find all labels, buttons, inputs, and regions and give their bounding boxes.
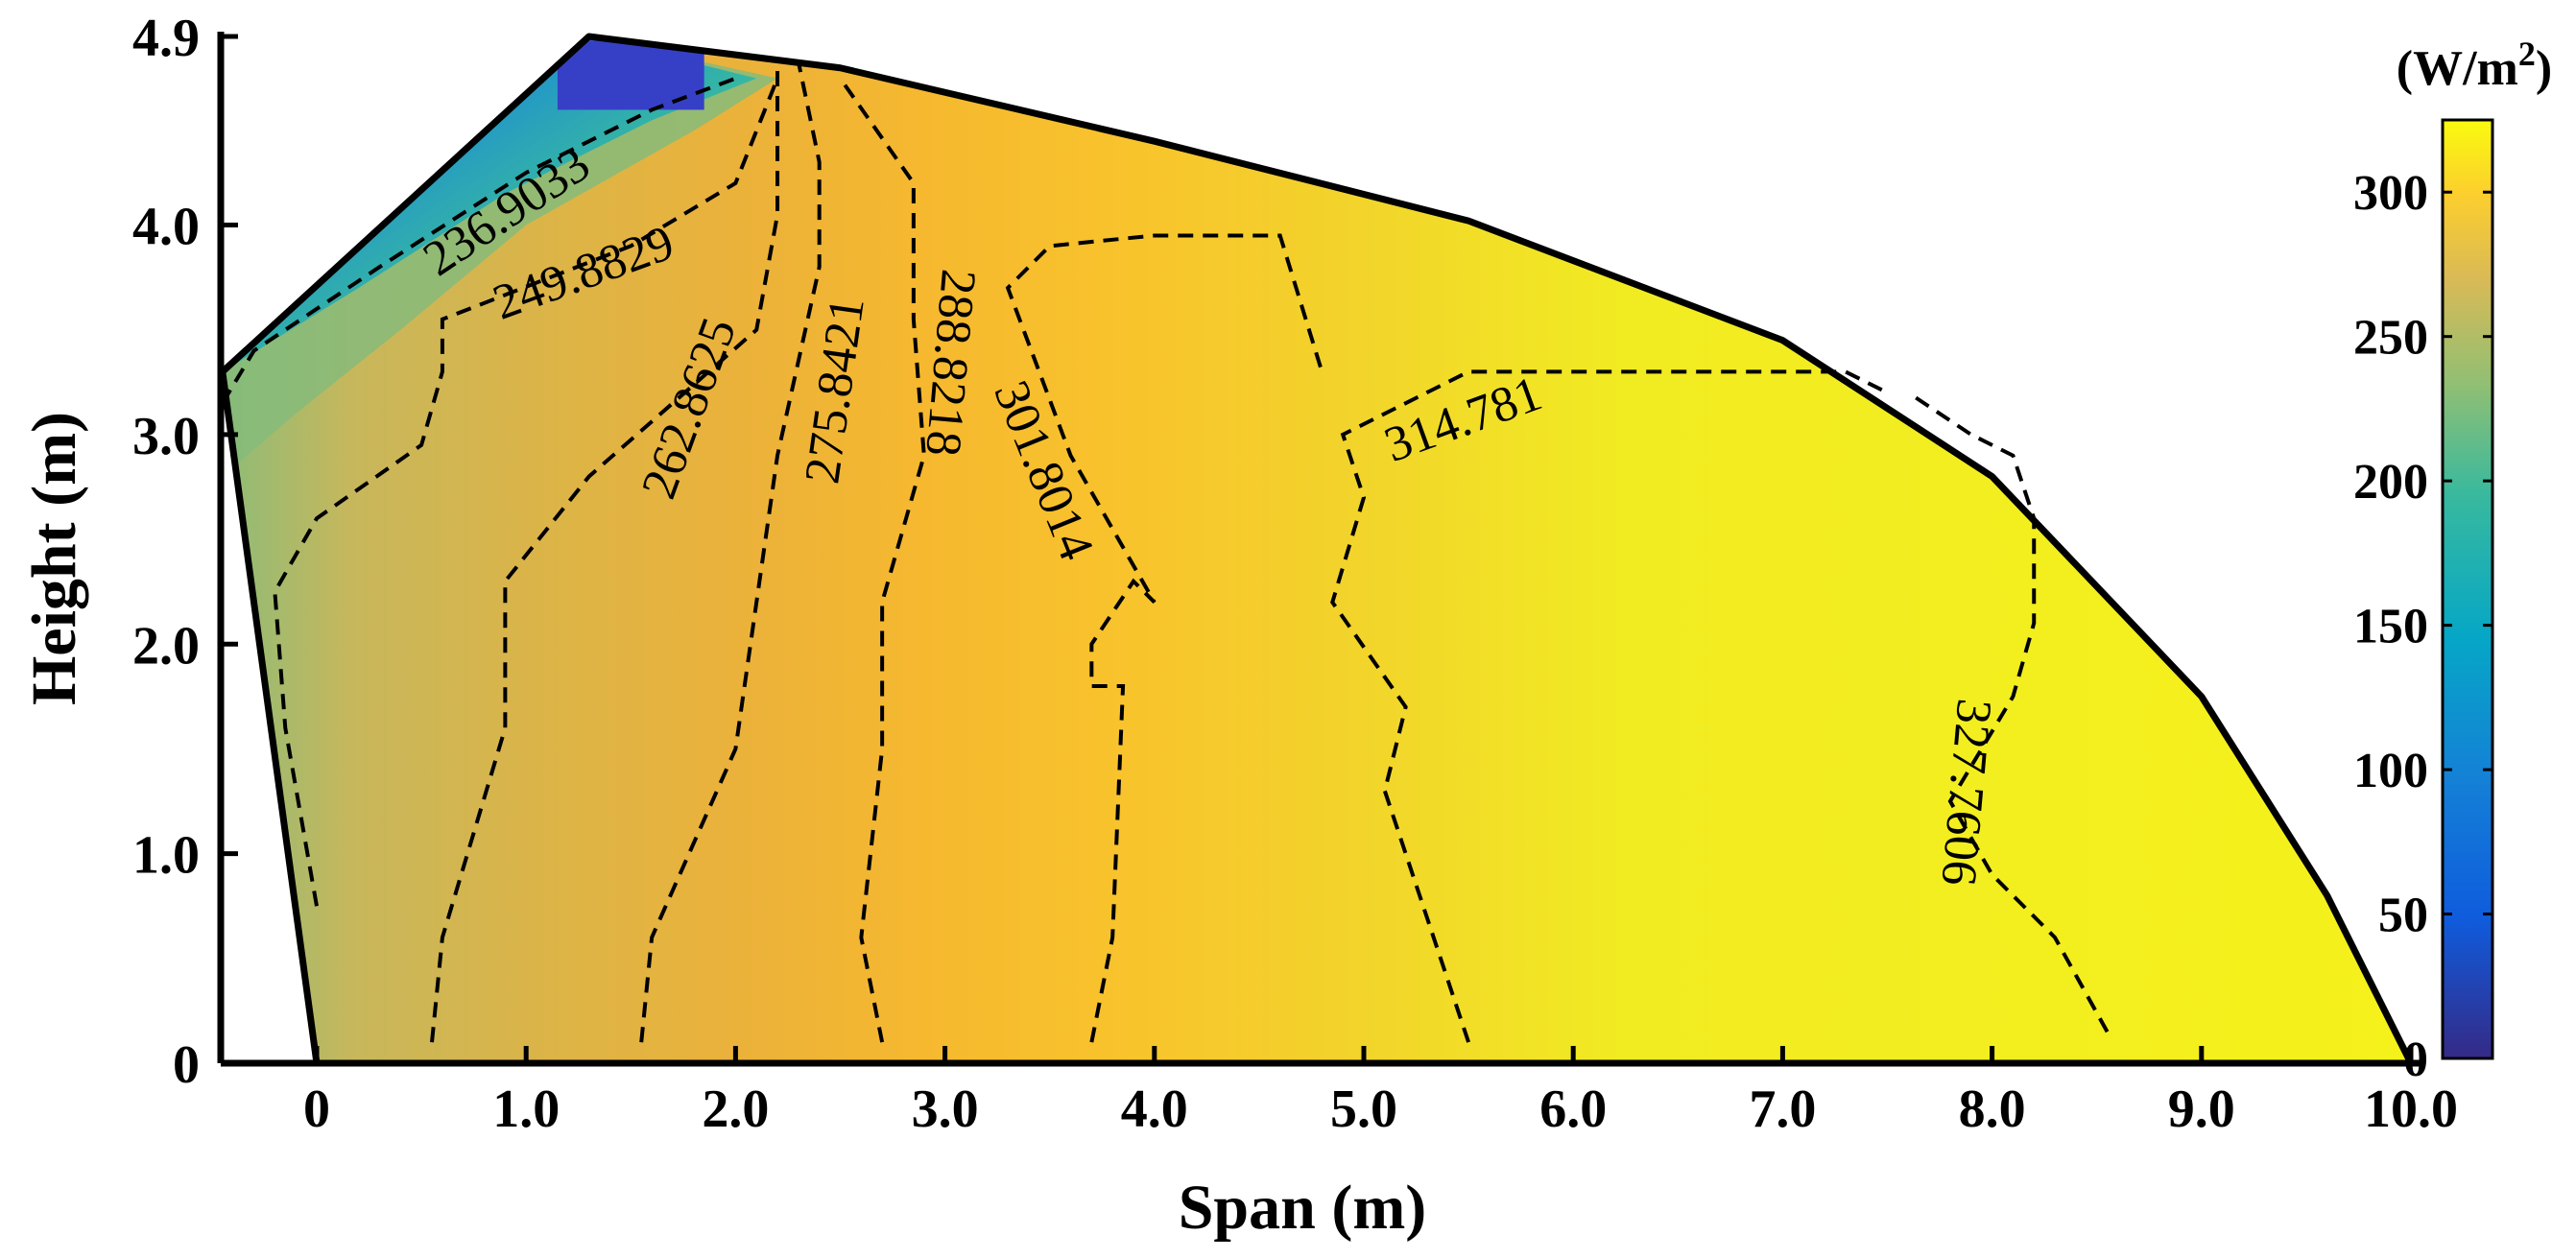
upper-left-blue-region bbox=[222, 36, 757, 372]
x-tick-label: 2.0 bbox=[702, 1080, 769, 1139]
colorbar-tick-label: 50 bbox=[2378, 889, 2428, 943]
colorbar-tick-label: 250 bbox=[2353, 311, 2428, 366]
y-tick-label: 4.0 bbox=[132, 198, 200, 257]
contour-line-6 bbox=[1005, 233, 1324, 1043]
contour-line-8 bbox=[1907, 391, 2110, 1033]
x-tick-label: 6.0 bbox=[1539, 1080, 1607, 1139]
colorbar-bar bbox=[2441, 118, 2494, 1060]
contour-line-7 bbox=[1330, 369, 1889, 1043]
contour-line-1 bbox=[221, 76, 737, 405]
y-tick-label: 4.9 bbox=[132, 9, 200, 68]
colorbar-unit-close: ) bbox=[2536, 41, 2552, 96]
colorbar-tick-label: 150 bbox=[2353, 600, 2428, 654]
x-tick-label: 8.0 bbox=[1959, 1080, 2026, 1139]
y-tick-label: 2.0 bbox=[132, 616, 200, 676]
y-axis-label: Height (m) bbox=[19, 412, 89, 705]
colorbar-unit-text: (W/m bbox=[2397, 41, 2518, 96]
left-green-band bbox=[222, 36, 778, 477]
y-tick-label: 0 bbox=[173, 1035, 200, 1095]
x-tick-label: 5.0 bbox=[1330, 1080, 1397, 1139]
axes: 0 1.0 2.0 3.0 4.0 5.0 6.0 7.0 8.0 9.0 10.001.02.03… bbox=[132, 9, 2458, 1139]
colorbar: 0 50 100 150 200 250 300 (W/m2) bbox=[2353, 35, 2552, 1087]
contour-line-4 bbox=[639, 60, 822, 1043]
colorbar-tick-label: 300 bbox=[2353, 166, 2428, 221]
colorbar-unit-label: (W/m2) bbox=[2397, 35, 2552, 96]
colorbar-tick-label: 0 bbox=[2403, 1033, 2428, 1087]
contour-line-3 bbox=[430, 67, 780, 1043]
y-tick-label: 1.0 bbox=[132, 826, 200, 886]
colorbar-tick-label: 200 bbox=[2353, 455, 2428, 510]
colorbar-unit-superscript: 2 bbox=[2518, 35, 2536, 73]
y-tick-label: 3.0 bbox=[132, 407, 200, 466]
domain-boundary bbox=[219, 33, 2415, 1067]
x-tick-label: 4.0 bbox=[1121, 1080, 1188, 1139]
x-tick-label: 3.0 bbox=[912, 1080, 979, 1139]
x-tick-label: 1.0 bbox=[492, 1080, 560, 1139]
contour-line-5 bbox=[838, 77, 926, 1043]
x-tick-label: 10.0 bbox=[2364, 1080, 2458, 1139]
x-axis-label: Span (m) bbox=[1179, 1173, 1427, 1243]
colorbar-ticks: 0 50 100 150 200 250 300 bbox=[2353, 166, 2493, 1087]
x-tick-label: 0 bbox=[303, 1080, 330, 1139]
x-tick-label: 9.0 bbox=[2168, 1080, 2235, 1139]
colorbar-tick-label: 100 bbox=[2353, 744, 2428, 798]
x-tick-label: 7.0 bbox=[1749, 1080, 1816, 1139]
